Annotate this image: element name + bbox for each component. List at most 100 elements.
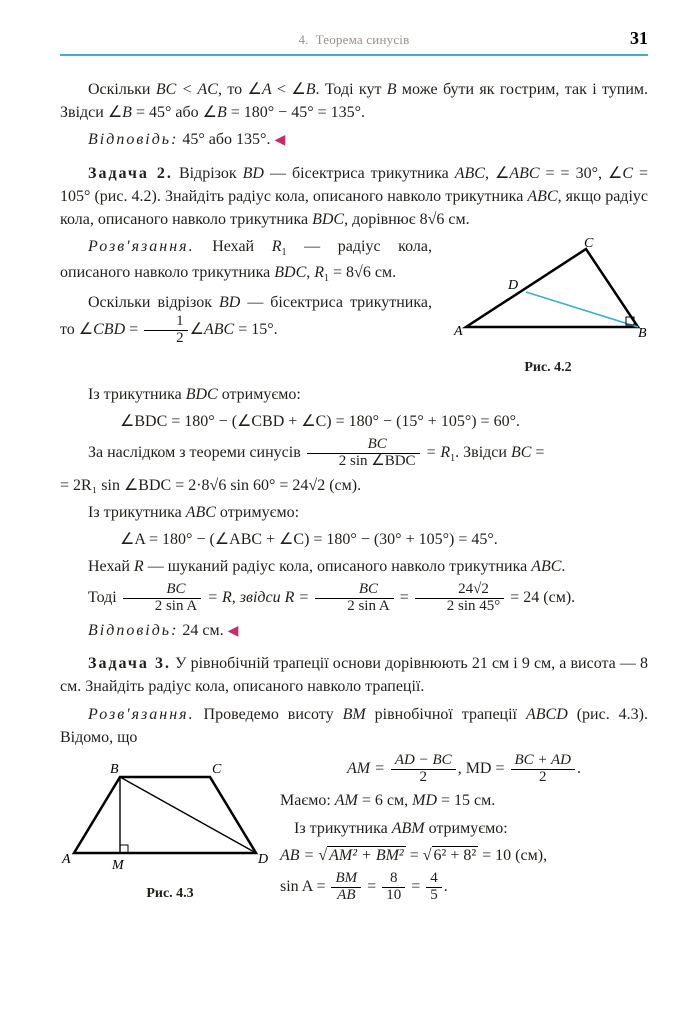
num: 24√2 bbox=[415, 582, 505, 599]
t: Тоді bbox=[88, 589, 121, 606]
t: = bbox=[367, 878, 380, 895]
t: R bbox=[272, 238, 282, 255]
frac: BC2 sin A bbox=[123, 582, 202, 615]
num: BC bbox=[307, 437, 420, 454]
frac: 45 bbox=[426, 871, 442, 904]
end-marker-icon: ◀ bbox=[228, 624, 239, 639]
t: отримуємо: bbox=[425, 820, 508, 837]
t: BM bbox=[343, 706, 366, 723]
label-c: C bbox=[212, 762, 222, 777]
t: AM bbox=[335, 792, 358, 809]
t: ABC bbox=[531, 558, 561, 575]
t: = 180° − 45° = 135°. bbox=[227, 104, 365, 121]
t: За наслідком з теореми синусів bbox=[88, 444, 305, 461]
t: BC bbox=[511, 444, 531, 461]
task2-eq6: Тоді BC2 sin A = R, звідси R = BC2 sin A… bbox=[60, 582, 648, 615]
t: = 10 (см), bbox=[478, 847, 547, 864]
frac: 12 bbox=[144, 314, 188, 347]
label-c: C bbox=[584, 237, 594, 251]
page: 4. Теорема синусів 31 Оскільки BC < AC, … bbox=[0, 0, 690, 1034]
answer-text: 45° або 135°. bbox=[178, 131, 274, 148]
t: < ∠ bbox=[272, 81, 306, 98]
den: 2 sin 45° bbox=[415, 599, 505, 615]
t: . Звідси bbox=[455, 444, 511, 461]
task2-eq4: ∠A = 180° − (∠ABC + ∠C) = 180° − (30° + … bbox=[60, 528, 648, 551]
t: ABC bbox=[527, 188, 557, 205]
label-m: M bbox=[111, 858, 125, 873]
t: Відрізок bbox=[173, 165, 243, 182]
task2-eq5: Нехай R — шуканий радіус кола, описаного… bbox=[60, 555, 648, 578]
t: . Тоді кут bbox=[315, 81, 386, 98]
t: ABC bbox=[204, 321, 234, 338]
t: C bbox=[622, 165, 633, 182]
solve-label: Розв'язання. bbox=[88, 706, 195, 723]
t: ABCD bbox=[526, 706, 568, 723]
num: BM bbox=[331, 871, 361, 888]
header-title-text: Теорема синусів bbox=[316, 32, 410, 47]
t: BDC bbox=[312, 211, 344, 228]
t: AB = bbox=[280, 847, 318, 864]
t: Нехай bbox=[195, 238, 272, 255]
num: BC bbox=[123, 582, 202, 599]
frac: BC2 sin A bbox=[315, 582, 394, 615]
num: 1 bbox=[144, 314, 188, 331]
den: 2 sin A bbox=[123, 599, 202, 615]
frac: AD − BC2 bbox=[391, 753, 456, 786]
t: AM = bbox=[347, 760, 389, 777]
t: B bbox=[387, 81, 397, 98]
task2-eq3: = 2R₁ sin ∠BDC = 2·8√6 sin 60° = 24√2 (с… bbox=[60, 474, 648, 497]
t: = 45° або ∠ bbox=[132, 104, 217, 121]
t: R bbox=[134, 558, 144, 575]
t: MD bbox=[412, 792, 437, 809]
task-heading: Задача 2. bbox=[88, 165, 173, 182]
task3-statement: Задача 3. У рівнобічній трапеції основи … bbox=[60, 652, 648, 698]
task2-statement: Задача 2. Відрізок BD — бісектриса трику… bbox=[60, 162, 648, 232]
t: ABC bbox=[509, 165, 539, 182]
t: = bbox=[400, 589, 413, 606]
answer-label: Відповідь: bbox=[88, 131, 178, 148]
label-b: B bbox=[110, 762, 119, 777]
t: отримуємо: bbox=[218, 386, 301, 403]
den: 2 sin A bbox=[315, 599, 394, 615]
frac: 810 bbox=[382, 871, 405, 904]
task2-eq2: За наслідком з теореми синусів BC2 sin ∠… bbox=[60, 437, 648, 470]
frac: 24√22 sin 45° bbox=[415, 582, 505, 615]
t: BDC bbox=[274, 264, 306, 281]
t: — шуканий радіус кола, описаного навколо… bbox=[144, 558, 532, 575]
t: BD bbox=[219, 294, 240, 311]
t: , MD = bbox=[458, 760, 509, 777]
intro-para-1: Оскільки BC < AC, то ∠A < ∠B. Тоді кут B… bbox=[60, 78, 648, 124]
t: ABM bbox=[392, 820, 425, 837]
t: = 8√6 см. bbox=[329, 264, 396, 281]
t: Нехай bbox=[88, 558, 134, 575]
t: — бісектриса трикутника bbox=[264, 165, 455, 182]
t: рівнобічної трапеції bbox=[366, 706, 526, 723]
den: 5 bbox=[426, 888, 442, 904]
num: 8 bbox=[382, 871, 405, 888]
task3-eq3-label: Із трикутника ABM отримуємо: bbox=[280, 817, 648, 840]
answer-label: Відповідь: bbox=[88, 622, 178, 639]
t: Маємо: bbox=[280, 792, 335, 809]
t: A bbox=[262, 81, 272, 98]
label-a: A bbox=[61, 852, 71, 867]
num: BC bbox=[315, 582, 394, 599]
t: Оскільки bbox=[88, 81, 156, 98]
t: Із трикутника bbox=[88, 386, 186, 403]
t: BD bbox=[243, 165, 264, 182]
task3-eq1: AM = AD − BC2, MD = BC + AD2. bbox=[280, 753, 648, 786]
t: = bbox=[411, 878, 424, 895]
t: CBD bbox=[93, 321, 125, 338]
t: отримуємо: bbox=[216, 504, 299, 521]
t: = bbox=[531, 444, 544, 461]
t: , ∠ bbox=[485, 165, 509, 182]
t: ABC bbox=[455, 165, 485, 182]
trapezoid-svg: A B C D M bbox=[60, 753, 270, 873]
t: = R, звідси R = bbox=[207, 589, 313, 606]
task2-eq1: ∠BDC = 180° − (∠CBD + ∠C) = 180° − (15° … bbox=[60, 410, 648, 433]
task2-eq1-label: Із трикутника BDC отримуємо: bbox=[60, 383, 648, 406]
header-section: 4. Теорема синусів bbox=[299, 32, 410, 48]
running-header: 4. Теорема синусів 31 bbox=[60, 32, 648, 48]
frac: BMAB bbox=[331, 871, 361, 904]
t: = = 30°, ∠ bbox=[540, 165, 623, 182]
task3-right-col: AM = AD − BC2, MD = BC + AD2. Маємо: AM … bbox=[280, 753, 648, 908]
